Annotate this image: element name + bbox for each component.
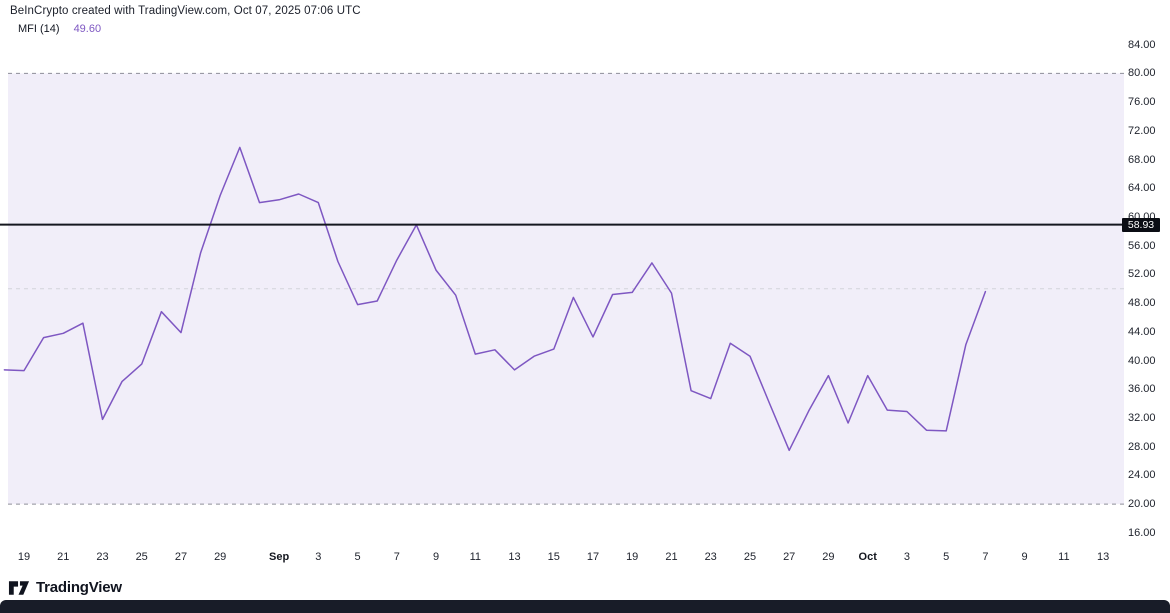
y-tick-label: 28.00 [1128,440,1156,453]
price-axis[interactable]: 84.00 80.00 76.00 72.00 68.00 64.00 60.00 56.00… [1128,0,1170,545]
x-tick-label: 7 [982,551,989,563]
indicator-title: MFI (14) [18,23,60,35]
x-tick-label: 5 [943,551,950,563]
y-tick-label: 44.00 [1128,325,1156,338]
price-line-label: 58.93 [1122,217,1160,232]
mfi-series-line [3,146,987,452]
x-tick-label: 29 [822,551,835,563]
y-tick-label: 64.00 [1128,182,1156,195]
y-tick-label: 24.00 [1128,469,1156,482]
x-tick-label: 11 [469,551,482,563]
tradingview-logo-icon [8,580,30,595]
tradingview-logo-text: TradingView [36,579,122,596]
y-tick-label: 76.00 [1128,96,1156,109]
x-tick-label: 3 [903,551,910,563]
y-tick-label: 56.00 [1128,239,1156,252]
x-tick-label: 7 [393,551,400,563]
y-tick-label: 16.00 [1128,526,1156,539]
time-axis[interactable]: 19 21 23 25 27 29 Sep 3 5 7 9 11 13 15 17 19 21 23 25 27 29 O… [0,551,1170,567]
x-tick-label: 9 [1021,551,1028,563]
x-tick-label: 15 [547,551,560,563]
x-tick-label: 29 [214,551,227,563]
x-tick-label: 17 [586,551,600,563]
x-tick-label: 27 [783,551,796,563]
x-tick-label: Oct [858,551,877,563]
x-tick-label: 5 [354,551,361,563]
overbought-oversold-band [8,73,1124,505]
y-tick-label: 84.00 [1128,38,1156,51]
tradingview-logo[interactable]: TradingView [8,579,122,596]
indicator-legend[interactable]: MFI (14) 49.60 [18,23,101,35]
x-tick-label: 19 [17,551,31,563]
y-tick-label: 32.00 [1128,411,1156,424]
x-tick-label: 13 [1096,551,1110,563]
attribution-text: BeInCrypto created with TradingView.com,… [10,5,361,17]
x-tick-label: 3 [315,551,322,563]
indicator-value: 49.60 [73,23,102,35]
y-tick-label: 40.00 [1128,354,1156,367]
x-tick-label: 23 [704,551,717,563]
y-tick-label: 52.00 [1128,268,1156,281]
bottom-bar [0,600,1170,613]
y-tick-label: 36.00 [1128,383,1156,396]
x-tick-label: 25 [135,551,148,563]
x-tick-label: Sep [269,551,290,563]
x-tick-label: 9 [432,551,440,563]
x-tick-label: 21 [57,551,70,563]
x-tick-label: 21 [665,551,678,563]
y-tick-label: 68.00 [1128,153,1156,166]
y-tick-label: 20.00 [1128,498,1156,511]
y-tick-label: 48.00 [1128,297,1156,310]
y-tick-label: 72.00 [1128,124,1156,137]
x-tick-label: 13 [508,551,521,563]
x-tick-label: 23 [96,551,109,563]
y-tick-label: 80.00 [1128,67,1156,80]
x-tick-label: 27 [174,551,188,563]
x-tick-label: 11 [1058,551,1070,563]
x-tick-label: 19 [626,551,639,563]
x-tick-label: 25 [743,551,757,563]
